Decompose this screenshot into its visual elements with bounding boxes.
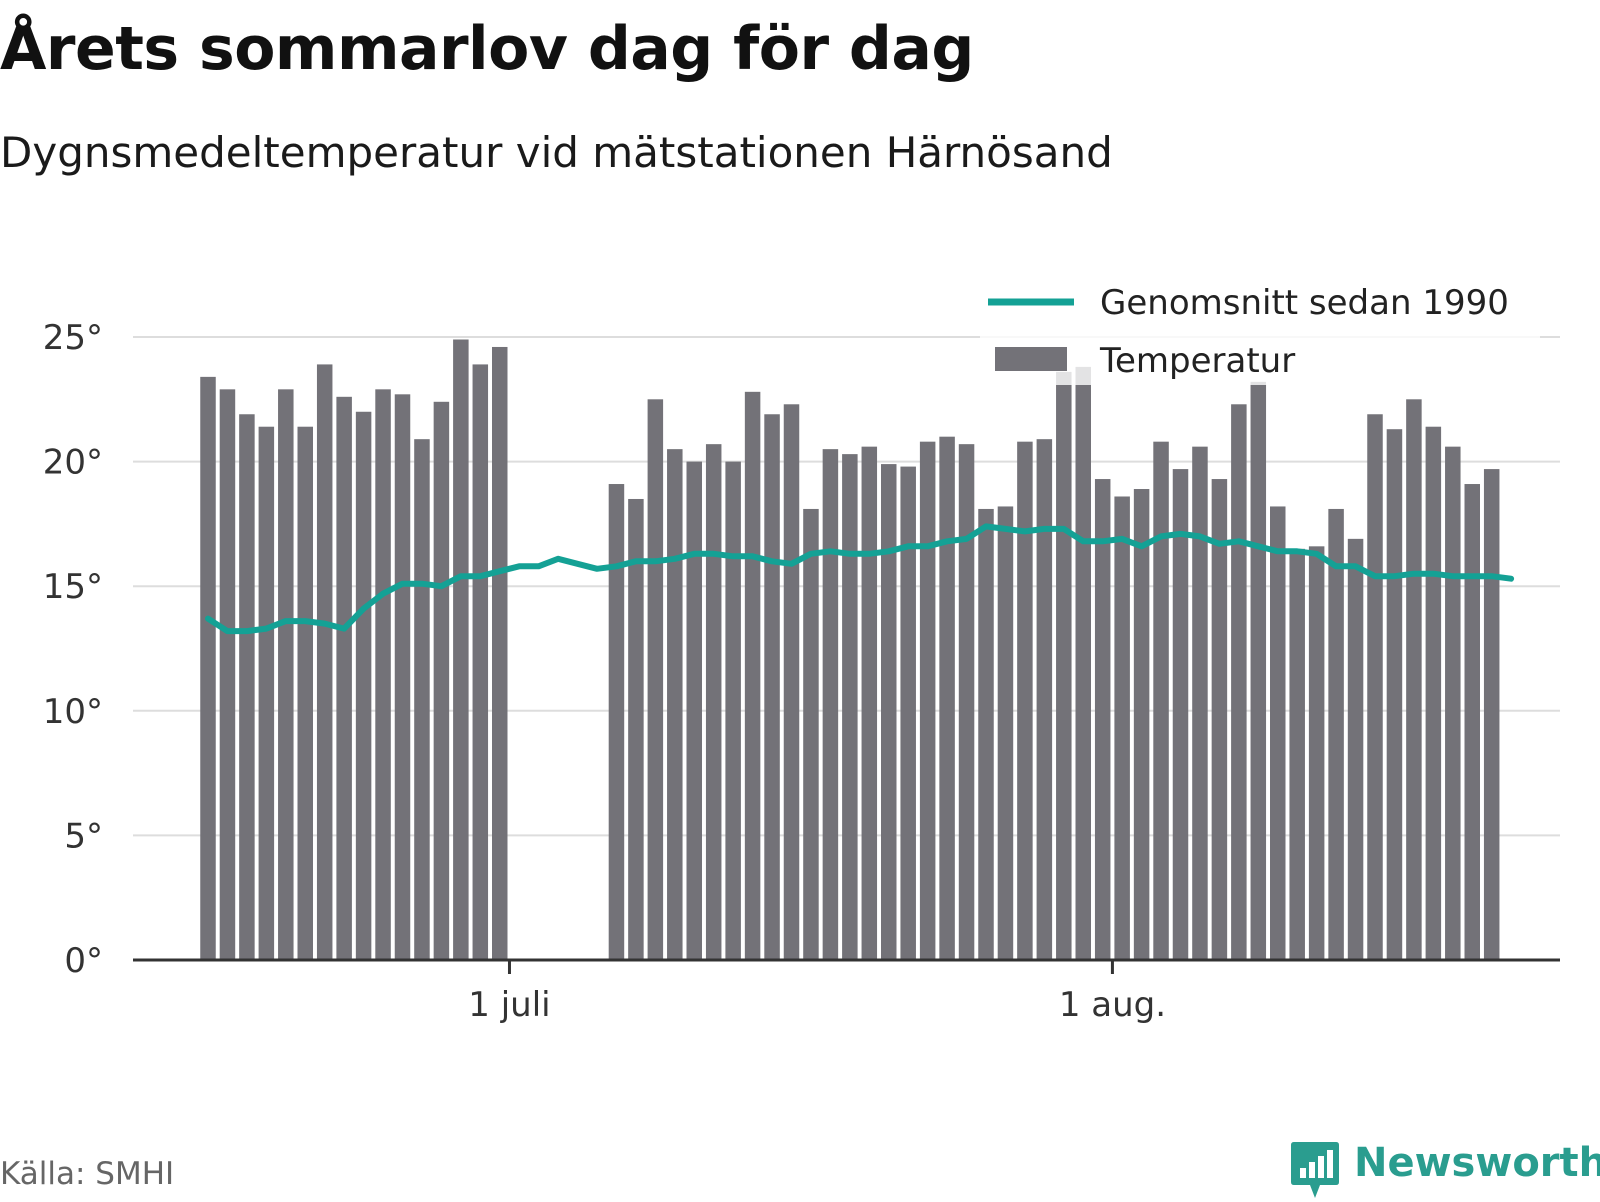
temperature-bar [394, 394, 411, 960]
temperature-bar [1211, 479, 1228, 960]
temperature-bar [1483, 469, 1500, 960]
temperature-bar [453, 339, 469, 960]
temperature-bar [1192, 446, 1208, 960]
temperature-bar [1289, 548, 1305, 960]
legend-label-average: Genomsnitt sedan 1990 [1100, 283, 1509, 323]
legend: Genomsnitt sedan 1990 Temperatur [980, 275, 1540, 385]
temperature-bar [1386, 429, 1403, 961]
temperature-bar [705, 444, 722, 960]
temperature-bar [375, 389, 391, 960]
temperature-bar [278, 389, 294, 960]
temperature-bar [1036, 439, 1053, 960]
temperature-bar [433, 401, 450, 960]
temperature-bar [1153, 441, 1169, 960]
legend-bar-swatch [995, 347, 1067, 371]
chart-title: Årets sommarlov dag för dag [0, 14, 974, 84]
temperature-bar [1017, 441, 1033, 960]
temperature-bar [1406, 399, 1422, 960]
temperature-bar [1425, 426, 1442, 960]
y-tick-label: 15° [43, 567, 103, 607]
temperature-bar [803, 508, 819, 960]
temperature-bar [997, 506, 1014, 960]
temperature-bar [725, 461, 741, 960]
temperature-bar [822, 449, 839, 960]
temperature-bar [492, 346, 508, 960]
temperature-bar [881, 464, 897, 960]
temperature-bar [919, 441, 936, 960]
temperature-bar [1094, 479, 1111, 960]
temperature-bar [414, 439, 430, 960]
temperature-bar [1250, 381, 1267, 961]
average-temperature-line [205, 523, 1515, 635]
brand-logo[interactable]: Newsworthy [1290, 1140, 1600, 1200]
brand-name: Newsworthy [1354, 1140, 1600, 1186]
temperature-bar [316, 364, 333, 960]
line-series [205, 523, 1515, 635]
temperature-bar [1464, 484, 1480, 960]
temperature-bar [1075, 366, 1091, 960]
y-tick-label: 10° [43, 692, 103, 732]
temperature-bar [258, 426, 275, 960]
temperature-bar [219, 389, 236, 960]
temperature-bar [647, 399, 664, 960]
x-axis: 1 juli 1 aug. [133, 958, 1560, 1025]
temperature-bar [297, 426, 313, 960]
temperature-bar [1367, 414, 1383, 960]
x-tick-label: 1 juli [468, 985, 550, 1025]
temperature-bar [1231, 404, 1247, 960]
temperature-bar [200, 376, 216, 960]
chart-subtitle: Dygnsmedeltemperatur vid mätstationen Hä… [0, 128, 1113, 177]
temperature-bar [978, 508, 994, 960]
temperature-bar [744, 391, 761, 961]
temperature-bar [336, 396, 352, 961]
y-tick-label: 20° [43, 443, 103, 483]
temperature-bar [1133, 489, 1150, 960]
temperature-bar [1172, 469, 1189, 960]
legend-background [980, 275, 1540, 385]
temperature-bar [900, 466, 916, 960]
y-tick-label: 25° [43, 318, 103, 358]
bar-series [200, 339, 1500, 961]
temperature-bar [939, 436, 955, 960]
source-note: Källa: SMHI [0, 1156, 175, 1192]
temperature-bar [1308, 546, 1325, 960]
temperature-bar [783, 404, 800, 960]
temperature-bar [628, 498, 644, 960]
y-tick-label: 5° [64, 816, 103, 856]
bar-chart-speech-bubble-icon [1291, 1142, 1339, 1198]
temperature-bar [355, 411, 372, 960]
temperature-bar [1445, 446, 1461, 960]
y-axis-ticks: 0° 5° 10° 15° 20° 25° [43, 318, 103, 981]
temperature-chart: 0° 5° 10° 15° 20° 25° 1 juli 1 aug. Genomsnitt… [42, 275, 1560, 1025]
temperature-bar [608, 484, 625, 960]
temperature-bar [764, 414, 780, 960]
temperature-bar [1328, 508, 1344, 960]
temperature-bar [1270, 506, 1286, 960]
temperature-bar [1347, 538, 1364, 960]
legend-label-temperature: Temperatur [1099, 341, 1295, 381]
temperature-bar [1114, 496, 1130, 960]
y-tick-label: 0° [64, 941, 103, 981]
temperature-bar [239, 414, 255, 960]
temperature-bar [1056, 371, 1072, 960]
temperature-bar [861, 446, 878, 960]
temperature-bar [958, 444, 975, 960]
temperature-bar [667, 449, 683, 960]
temperature-bar [472, 364, 489, 960]
x-tick-label: 1 aug. [1059, 985, 1166, 1025]
temperature-bar [686, 461, 702, 960]
temperature-bar [842, 454, 858, 960]
